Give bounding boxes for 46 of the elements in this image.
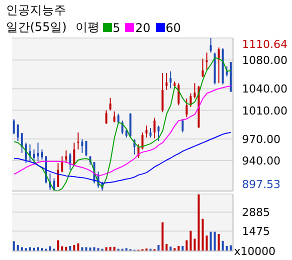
y-tick-label: 1080.00 bbox=[242, 54, 288, 67]
bar bbox=[198, 194, 200, 251]
legend-label: 20 bbox=[135, 20, 151, 34]
y-tick-label: 2885 bbox=[242, 206, 270, 220]
bar bbox=[20, 247, 23, 251]
legend-label: 60 bbox=[166, 20, 181, 34]
bar bbox=[69, 246, 72, 251]
bar bbox=[57, 240, 60, 251]
bar bbox=[190, 230, 192, 251]
y-axis-title: x10000 bbox=[234, 245, 276, 258]
y-tick-label: 1475 bbox=[242, 225, 270, 238]
bar bbox=[202, 218, 204, 251]
bar bbox=[222, 240, 224, 251]
bar bbox=[16, 245, 19, 251]
bar bbox=[214, 232, 216, 251]
bar bbox=[194, 238, 196, 251]
bar bbox=[186, 240, 188, 251]
y-tick-label: 970.00 bbox=[242, 132, 280, 146]
bar bbox=[206, 236, 208, 251]
bar bbox=[226, 246, 228, 251]
bar bbox=[210, 232, 212, 251]
bar bbox=[28, 247, 31, 251]
y-tick-label: 1040.00 bbox=[242, 82, 288, 96]
bar bbox=[158, 245, 160, 251]
chart-title: 인공지능주 bbox=[6, 2, 66, 19]
y-tick-label: 897.53 bbox=[242, 178, 280, 191]
bar bbox=[81, 247, 84, 251]
bar bbox=[12, 241, 15, 251]
bar bbox=[178, 246, 180, 251]
y-tick-label: 940.00 bbox=[242, 154, 280, 168]
legend-title: 이평 bbox=[76, 19, 100, 36]
bar bbox=[162, 222, 164, 251]
y-tick-label: 1010.00 bbox=[242, 104, 288, 118]
bar bbox=[218, 234, 220, 251]
bar bbox=[105, 247, 108, 251]
bar bbox=[73, 245, 76, 251]
chart-subtitle: 일간(55일) bbox=[6, 19, 67, 36]
legend-label: 5 bbox=[112, 20, 120, 34]
y-tick-label: 1110.64 bbox=[242, 38, 288, 51]
bar bbox=[85, 247, 88, 251]
bar bbox=[170, 246, 172, 251]
bar bbox=[77, 243, 80, 251]
bar bbox=[36, 247, 39, 251]
bar bbox=[166, 244, 168, 251]
bar bbox=[182, 246, 184, 251]
bar bbox=[93, 247, 96, 251]
